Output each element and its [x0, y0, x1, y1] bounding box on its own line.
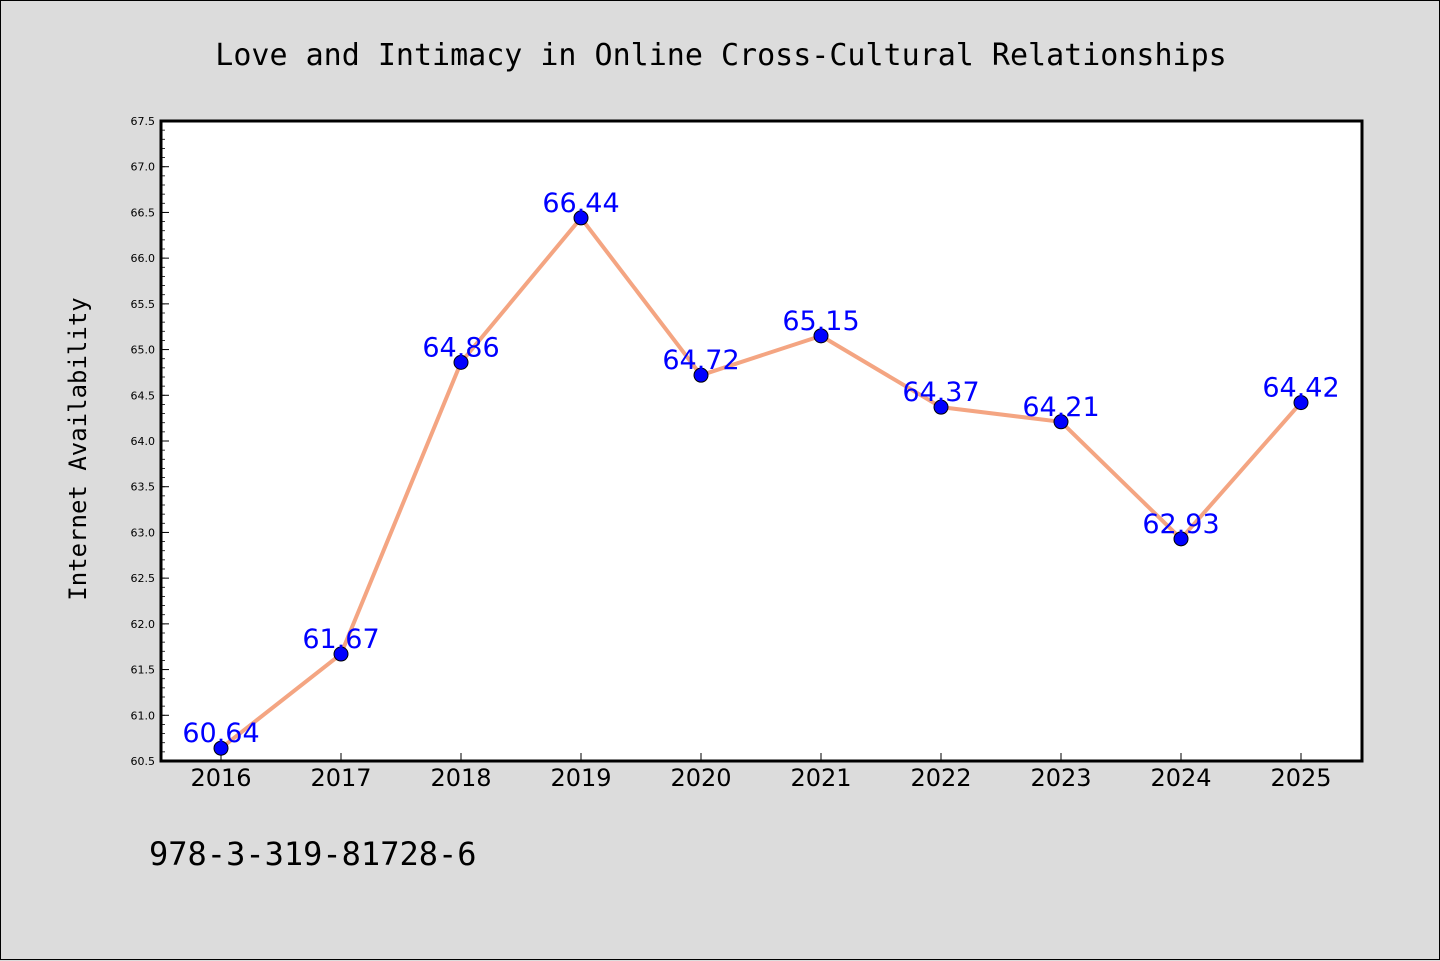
y-tick-label: 62.0	[131, 618, 156, 631]
data-point	[573, 210, 589, 226]
footer-isbn: 978-3-319-81728-6	[149, 835, 477, 873]
x-tick-label: 2019	[550, 764, 611, 792]
y-tick-label: 67.5	[131, 115, 156, 128]
series-line	[219, 215, 1303, 750]
data-point	[1173, 531, 1189, 547]
data-point	[213, 740, 229, 756]
y-tick-label: 66.0	[131, 252, 156, 265]
x-tick-label: 2021	[790, 764, 851, 792]
data-label: 66.44	[542, 188, 619, 219]
y-tick-label: 63.5	[131, 481, 156, 494]
y-tick-label: 61.0	[131, 709, 156, 722]
data-label: 64.21	[1022, 392, 1099, 423]
data-point	[333, 646, 349, 662]
data-label: 64.86	[422, 332, 499, 363]
plot-border	[159, 119, 1364, 763]
chart-title: Love and Intimacy in Online Cross-Cultur…	[215, 38, 1226, 73]
data-point	[453, 354, 469, 370]
y-tick-label: 63.0	[131, 526, 156, 539]
data-point	[933, 399, 949, 415]
x-tick-label: 2018	[430, 764, 491, 792]
data-label: 64.72	[662, 345, 739, 376]
x-tick-label: 2024	[1150, 764, 1211, 792]
x-tick-label: 2016	[190, 764, 251, 792]
data-label: 60.64	[182, 718, 259, 749]
y-tick-label: 64.5	[131, 389, 156, 402]
y-axis: 60.5 61.0 61.5 62.0 62.5 63.0 63.5 64.0 64.5 65.0…	[131, 115, 169, 768]
data-label: 64.37	[902, 377, 979, 408]
y-tick-label: 65.0	[131, 344, 156, 357]
y-tick-label: 64.0	[131, 435, 156, 448]
data-markers	[213, 210, 1309, 756]
data-labels: 60.64 61.67 64.86 66.44 64.72 65.15 64.37 64.21…	[182, 188, 1339, 749]
data-point	[1053, 414, 1069, 430]
data-label: 62.93	[1142, 509, 1219, 540]
y-tick-label: 60.5	[131, 755, 156, 768]
x-tick-label: 2017	[310, 764, 371, 792]
data-point	[693, 367, 709, 383]
y-tick-label: 66.5	[131, 206, 156, 219]
plot-area	[161, 121, 1362, 761]
x-tick-label: 2025	[1270, 764, 1331, 792]
y-tick-label: 62.5	[131, 572, 156, 585]
y-tick-label: 61.5	[131, 664, 156, 677]
x-tick-label: 2022	[910, 764, 971, 792]
x-axis: 2016 2017 2018 2019 2020 2021 2022 2023 2024 2025	[190, 753, 1332, 792]
x-tick-label: 2020	[670, 764, 731, 792]
data-point	[813, 328, 829, 344]
data-label: 64.42	[1262, 373, 1339, 404]
data-label: 65.15	[782, 306, 859, 337]
y-axis-label: Internet Availability	[64, 297, 92, 600]
data-label: 61.67	[302, 624, 379, 655]
y-tick-label: 65.5	[131, 298, 156, 311]
data-point	[1293, 395, 1309, 411]
y-tick-label: 67.0	[131, 161, 156, 174]
x-tick-label: 2023	[1030, 764, 1091, 792]
